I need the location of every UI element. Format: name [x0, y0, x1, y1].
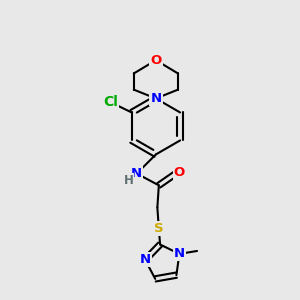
- Text: N: N: [131, 167, 142, 180]
- Text: S: S: [154, 222, 164, 235]
- Text: H: H: [124, 173, 134, 187]
- Text: N: N: [174, 248, 185, 260]
- Text: N: N: [140, 254, 151, 266]
- Text: O: O: [150, 54, 161, 67]
- Text: O: O: [174, 166, 185, 178]
- Text: Cl: Cl: [103, 95, 118, 109]
- Text: N: N: [150, 92, 161, 105]
